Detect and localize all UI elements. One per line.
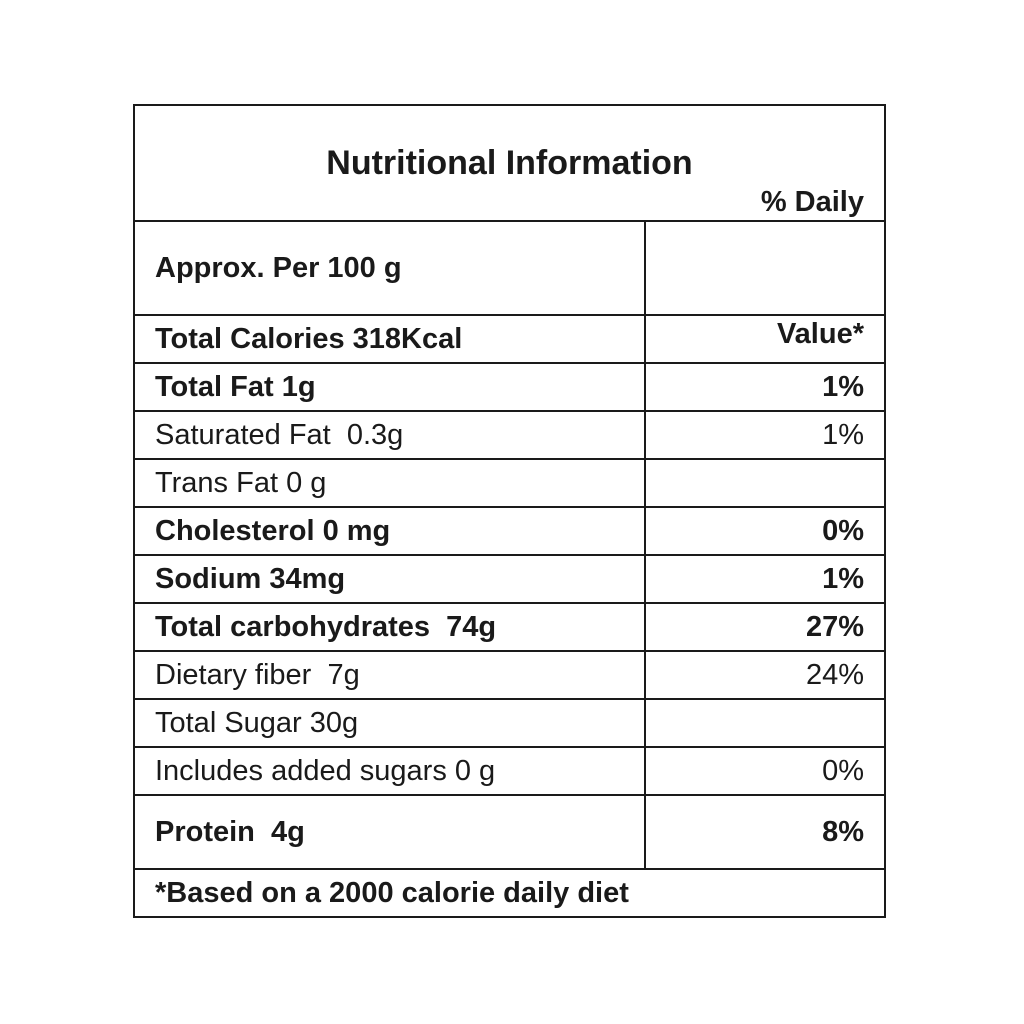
daily-value-header-line2: Value*: [776, 318, 864, 350]
table-row: Trans Fat 0 g: [135, 460, 884, 508]
nutrient-label: Protein 4g: [135, 796, 646, 868]
table-row: Protein 4g 8%: [135, 796, 884, 870]
nutrition-table: Nutritional Information Approx. Per 100 …: [133, 104, 886, 918]
nutrient-label: Dietary fiber 7g: [135, 652, 646, 698]
nutrient-label: Trans Fat 0 g: [135, 460, 646, 506]
nutrient-label: Total Sugar 30g: [135, 700, 646, 746]
table-row: Total carbohydrates 74g 27%: [135, 604, 884, 652]
nutrient-label: Total Fat 1g: [135, 364, 646, 410]
table-row: Sodium 34mg 1%: [135, 556, 884, 604]
daily-value: 1%: [822, 418, 864, 451]
daily-value: [646, 460, 884, 506]
daily-value: 8%: [822, 815, 864, 848]
footnote: *Based on a 2000 calorie daily diet: [155, 876, 629, 909]
daily-value: [646, 700, 884, 746]
nutrient-rows: Total Calories 318Kcal Total Fat 1g 1% Satu…: [135, 316, 884, 870]
table-title: Nutritional Information: [135, 106, 884, 222]
table-row: Saturated Fat 0.3g 1%: [135, 412, 884, 460]
daily-value: 0%: [822, 514, 864, 547]
nutrient-label: Total Calories 318Kcal: [135, 316, 646, 362]
daily-value: 0%: [822, 754, 864, 787]
table-row: Total Calories 318Kcal: [135, 316, 884, 364]
nutrient-label: Sodium 34mg: [135, 556, 646, 602]
header-row: Approx. Per 100 g % Daily Value*: [135, 186, 884, 350]
table-row: Total Sugar 30g: [135, 700, 884, 748]
table-row: Cholesterol 0 mg 0%: [135, 508, 884, 556]
daily-value: 1%: [822, 562, 864, 595]
table-row: Includes added sugars 0 g 0%: [135, 748, 884, 796]
daily-value-header: % Daily Value*: [646, 186, 884, 350]
daily-value: 1%: [822, 370, 864, 403]
daily-value-header-line1: % Daily: [760, 186, 864, 218]
nutrient-label: Includes added sugars 0 g: [135, 748, 646, 794]
nutrient-label: Cholesterol 0 mg: [135, 508, 646, 554]
table-row: Dietary fiber 7g 24%: [135, 652, 884, 700]
daily-value: [646, 316, 884, 362]
daily-value: 24%: [805, 658, 864, 691]
nutrient-label: Total carbohydrates 74g: [135, 604, 646, 650]
table-row: Total Fat 1g 1%: [135, 364, 884, 412]
nutrient-label: Saturated Fat 0.3g: [135, 412, 646, 458]
daily-value: 27%: [805, 610, 864, 643]
per-serving-header: Approx. Per 100 g: [135, 222, 646, 314]
